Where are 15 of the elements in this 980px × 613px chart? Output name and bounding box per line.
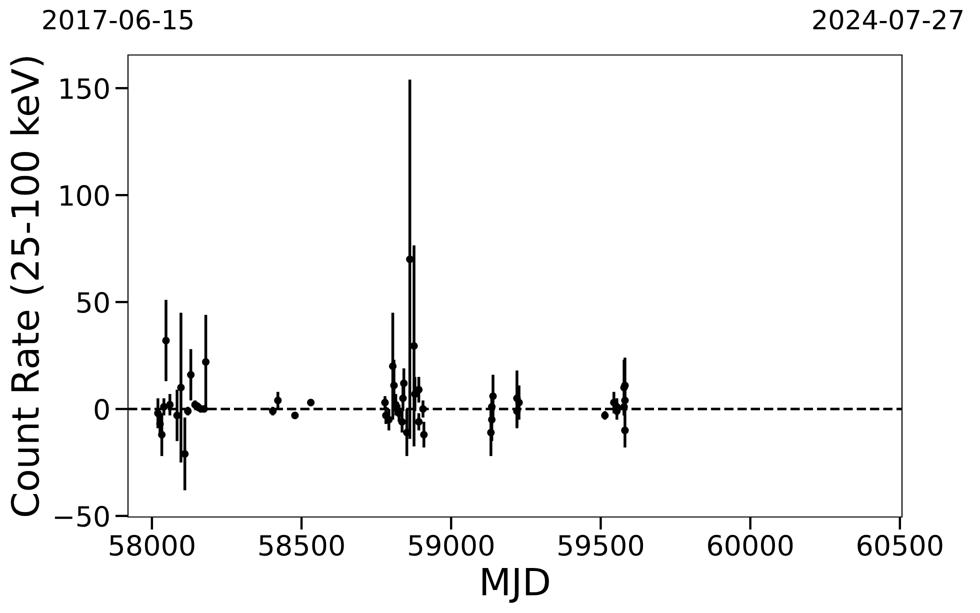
y-axis-title: Count Rate (25-100 keV): [10, 57, 44, 516]
x-tick-label: 60500: [858, 534, 942, 556]
text: 2017-06-15: [43, 10, 192, 30]
y-tick-label: 100: [60, 185, 109, 206]
x-tick-label: 58000: [110, 534, 194, 556]
y-tick-label: 50: [77, 292, 109, 313]
x-tick-label: 58500: [259, 534, 344, 556]
y-tick-label: −50: [54, 506, 109, 527]
x-tick-label: 59000: [409, 534, 494, 556]
x-tick-label: 60000: [708, 534, 793, 556]
y-tick-label: 150: [60, 78, 109, 100]
x-tick-label: 59500: [558, 534, 644, 556]
y-tick-label: 0: [94, 398, 109, 420]
text: 2024-07-27: [813, 10, 962, 30]
x-axis-title: MJD: [482, 568, 549, 603]
